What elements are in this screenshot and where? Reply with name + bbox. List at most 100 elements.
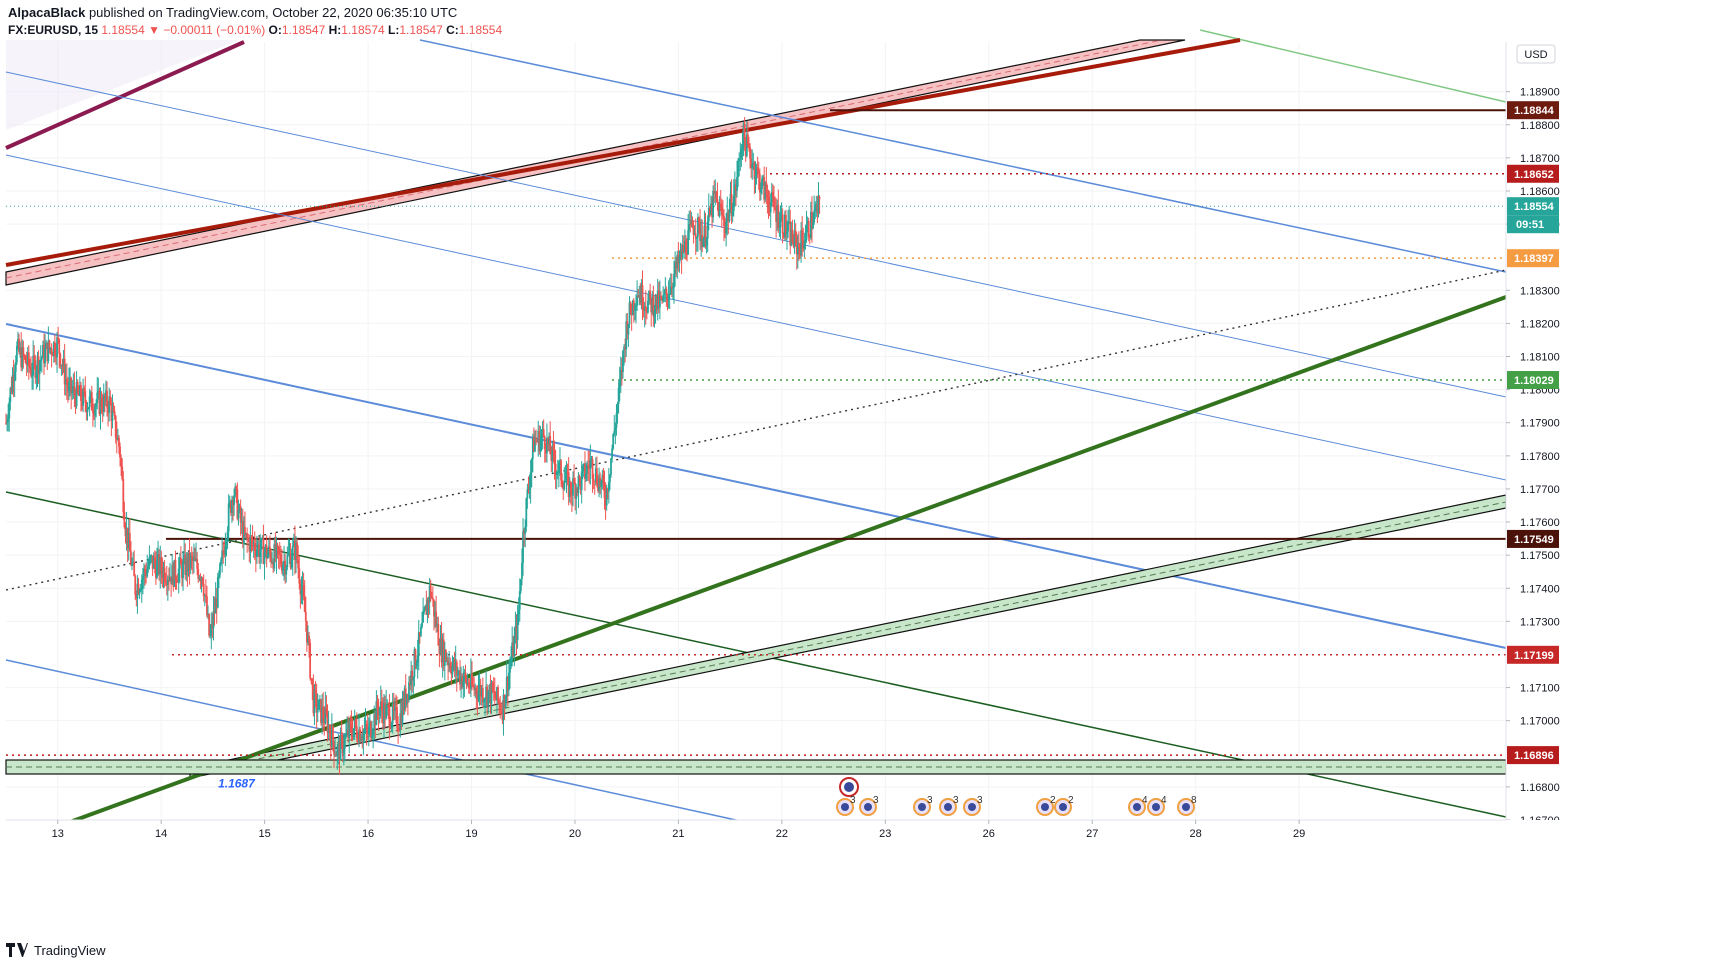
candle-body [31,375,33,377]
candle-body [613,430,616,435]
candle-body [409,682,411,686]
time-tick-label: 15 [258,828,270,840]
candle-body [361,739,364,741]
candle-body [781,214,784,234]
currency-badge[interactable] [1516,44,1556,64]
tradingview-logo-icon[interactable] [6,943,28,957]
down-arrow-icon: ▼ [148,23,160,37]
red-channel-zone[interactable] [5,39,1186,286]
candle-body [708,207,711,215]
price-label-box[interactable] [1507,197,1559,216]
candle-body [771,192,774,198]
candle-body [490,682,493,704]
candle-body [225,542,228,547]
candle-body [808,236,811,238]
candle-body [342,748,345,754]
candle-body [67,385,69,392]
candle-body [156,560,158,578]
event-count: 3 [977,795,983,806]
event-flag-icon [1152,803,1160,811]
symbol-label[interactable]: FX:EURUSD, 15 [8,23,99,37]
candle-body [184,554,187,575]
blue-trend-5[interactable] [5,659,746,823]
candle-body [735,184,737,191]
candle-body [643,306,646,311]
price-label-text: 1.18397 [1514,253,1554,265]
candle-body [384,703,386,719]
candle-body [299,583,302,595]
countdown-text: 09:51 [1516,219,1544,231]
candle-body [694,233,697,239]
candle-body [640,285,643,304]
candle-body [692,227,695,235]
green-support-trendline[interactable] [69,295,1507,824]
candle-body [317,699,320,710]
candle-body [687,230,690,255]
price-label-box[interactable] [1507,249,1559,268]
candle-body [620,369,623,373]
footer: TradingView [6,940,106,960]
candle-body [209,634,212,636]
price-label-box[interactable] [1507,746,1559,765]
blue-trend-1[interactable] [419,39,1507,273]
candle-body [442,639,445,666]
blue-trend-3[interactable] [5,154,1507,481]
candle-body [422,611,425,623]
candle-body [124,527,127,537]
candle-body [585,474,587,479]
candle-body [516,614,519,641]
candle-body [232,500,234,506]
candle-body [783,214,786,238]
candle-body [638,294,641,298]
tradingview-brand[interactable]: TradingView [34,942,106,958]
candle-body [524,526,527,534]
candle-body [137,583,140,594]
candle-body [181,564,183,579]
price-label-box[interactable] [1507,164,1559,183]
candle-body [788,221,791,223]
candle-body [512,642,515,657]
candle-body [522,531,524,563]
candle-body [332,726,334,742]
candle-body [552,445,555,451]
blue-trend-4[interactable] [5,323,1507,649]
candle-body [175,579,178,582]
green-light-trendline[interactable] [1199,29,1507,103]
price-label-box[interactable] [1507,645,1559,664]
candle-body [762,176,764,179]
candle-body [252,543,255,545]
candle-body [515,626,518,641]
candle-body [593,481,596,483]
purple-trendline[interactable] [5,40,245,150]
candle-body [194,557,196,561]
candle-body [579,478,582,490]
event-count: 3 [873,795,879,806]
candle-body [623,346,625,351]
candle-body [610,458,612,475]
candle-body [737,161,740,178]
author-name[interactable]: AlpacaBlack [8,5,86,20]
candle-body [298,568,301,584]
time-tick-label: 16 [362,828,374,840]
candle-body [500,710,503,712]
candle-body [278,553,281,555]
candle-body [464,672,467,678]
candle-body [246,533,249,539]
red-upper-trendline[interactable] [5,38,1241,267]
dotted-trendline[interactable] [5,269,1507,591]
price-label-box[interactable] [1507,371,1559,390]
price-label-box[interactable] [1507,101,1559,120]
green-channel-midline[interactable] [189,501,1507,774]
candle-body [128,533,131,552]
candle-body [279,554,282,564]
candle-body [400,713,403,725]
price-annotation[interactable]: 1.1687 [218,777,256,791]
candle-body [572,478,574,496]
candle-body [589,459,592,469]
candle-body [474,687,477,691]
candle-body [241,520,244,544]
blue-trend-2[interactable] [5,71,1507,398]
candle-body [311,678,314,686]
price-label-box[interactable] [1507,529,1559,548]
